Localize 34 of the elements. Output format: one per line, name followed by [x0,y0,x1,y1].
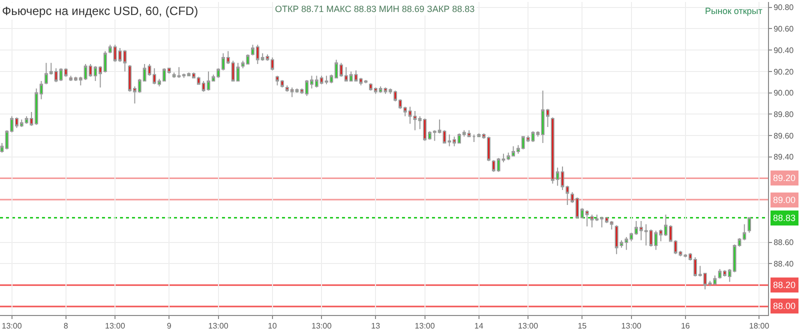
x-tick-label: 16 [680,322,690,331]
chart-title: Фьючерс на индекс USD, 60, (CFD) [2,4,198,18]
y-tick-label: 88.60 [774,238,794,248]
y-tick-label: 89.40 [774,152,794,162]
ref-line-label: 88.20 [773,280,796,290]
y-tick-label: 90.00 [774,88,794,98]
annotation: Рынок открыт [705,6,762,16]
y-tick-label: 89.80 [774,110,794,119]
ref-line-label: 89.00 [773,195,796,205]
x-tick-label: 13:00 [414,322,436,331]
x-tick-label: 13:00 [105,322,126,331]
x-tick-label: 14 [474,322,484,331]
x-tick-label: 10 [268,322,278,331]
y-tick-label: 90.60 [774,24,794,34]
y-tick-label: 90.40 [774,46,794,55]
y-tick-label: 90.20 [774,67,794,76]
x-tick-label: 8 [64,322,69,331]
ref-line-label: 88.83 [773,213,796,223]
x-tick-label: 13:00 [518,322,539,331]
y-tick-label: 88.40 [774,260,794,269]
x-tick-label: 18:00 [749,322,770,331]
x-tick-label: 13:00 [208,322,229,331]
x-tick-label: 15 [578,322,588,331]
x-tick-label: 13:00 [621,322,642,331]
chart-subtitle: ОТКР 88.71 МАКС 88.83 МИН 88.69 ЗАКР 88.83 [275,4,475,14]
candlestick [472,134,476,142]
ref-line-label: 89.20 [773,173,796,183]
x-tick-label: 13 [371,322,381,331]
y-tick-label: 89.60 [774,131,794,140]
y-tick-label: 90.80 [774,3,794,12]
x-tick-label: 13:00 [312,322,332,331]
x-tick-label: 13:00 [2,322,22,331]
x-tick-label: 9 [166,322,172,331]
ref-line-label: 88.00 [773,301,796,311]
